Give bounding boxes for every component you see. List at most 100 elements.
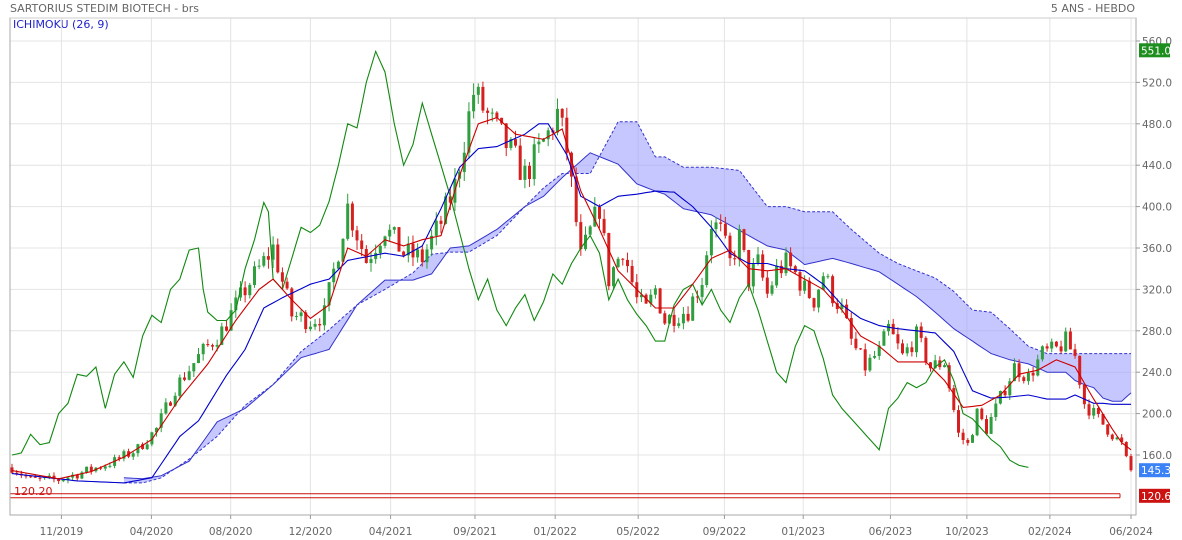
candle-body xyxy=(719,222,723,224)
candle-body xyxy=(117,457,121,459)
candle-body xyxy=(966,440,970,443)
candle-body xyxy=(929,362,932,369)
candle-body xyxy=(164,402,168,414)
x-tick-label: 10/2023 xyxy=(945,526,989,538)
candle-body xyxy=(933,360,937,369)
candle-body xyxy=(66,477,70,480)
candle-body xyxy=(369,259,373,263)
candle-body xyxy=(695,296,699,298)
candle-body xyxy=(239,287,242,298)
candle-body xyxy=(896,334,900,344)
candle-body xyxy=(33,476,37,478)
candle-body xyxy=(481,86,485,111)
candle-body xyxy=(392,227,396,230)
candle-body xyxy=(322,305,326,326)
candle-body xyxy=(341,238,345,262)
price-tag-label: 120.6 xyxy=(1141,491,1171,503)
candle-body xyxy=(532,144,536,180)
candle-body xyxy=(1101,414,1105,425)
candle-body xyxy=(807,280,811,298)
candle-body xyxy=(253,266,256,285)
candle-body xyxy=(509,139,513,148)
candle-body xyxy=(486,110,490,113)
candle-body xyxy=(374,253,378,260)
chikou-span-line xyxy=(11,49,1029,468)
candle-body xyxy=(1068,331,1072,350)
y-tick-label: 320.0 xyxy=(1142,284,1172,296)
candle-body xyxy=(257,265,261,267)
candle-body xyxy=(546,130,550,140)
candle-body xyxy=(346,203,350,239)
candle-body xyxy=(761,254,765,278)
candle-body xyxy=(332,268,336,283)
candle-body xyxy=(737,229,741,260)
candle-body xyxy=(197,354,200,363)
candle-body xyxy=(957,410,960,433)
y-tick-label: 240.0 xyxy=(1142,367,1172,379)
candle-body xyxy=(1096,408,1100,414)
candle-body xyxy=(681,313,685,324)
candle-body xyxy=(1064,331,1068,352)
candle-body xyxy=(649,294,653,304)
candle-body xyxy=(108,465,112,467)
candle-body xyxy=(882,331,886,346)
timeframe-label[interactable]: 5 ANS - HEBDO xyxy=(1050,2,1135,15)
x-tick-label: 09/2022 xyxy=(703,526,747,538)
candle-body xyxy=(672,314,676,326)
candle-body xyxy=(1124,442,1128,457)
candle-body xyxy=(85,466,89,473)
candle-body xyxy=(733,258,737,260)
candle-body xyxy=(1003,391,1007,396)
candle-body xyxy=(952,388,956,410)
candle-body xyxy=(350,203,354,231)
candle-body xyxy=(723,223,727,236)
candle-body xyxy=(653,288,657,295)
y-tick-label: 280.0 xyxy=(1142,326,1172,338)
candle-body xyxy=(658,288,662,314)
candle-body xyxy=(700,285,704,297)
candle-body xyxy=(919,326,923,338)
candle-body xyxy=(639,294,643,298)
candle-body xyxy=(187,371,191,380)
indicator-label[interactable]: ICHIMOKU (26, 9) xyxy=(13,18,109,31)
candle-body xyxy=(835,303,839,309)
candle-body xyxy=(528,165,531,179)
candle-body xyxy=(537,141,541,145)
candle-body xyxy=(420,249,424,263)
candle-body xyxy=(215,344,219,347)
candle-body xyxy=(873,356,877,358)
candle-body xyxy=(89,466,93,472)
y-tick-label: 200.0 xyxy=(1142,409,1172,421)
candle-body xyxy=(402,251,406,256)
candle-body xyxy=(1082,384,1086,405)
candle-body xyxy=(863,349,867,371)
candle-body xyxy=(859,348,863,350)
candle-body xyxy=(1115,437,1119,440)
x-tick-label: 08/2020 xyxy=(209,526,253,538)
x-tick-label: 01/2022 xyxy=(533,526,577,538)
candle-body xyxy=(756,254,760,264)
candle-body xyxy=(1045,346,1049,349)
candle-body xyxy=(183,377,186,380)
candle-body xyxy=(1059,346,1063,352)
candle-body xyxy=(285,281,289,289)
price-tag-box xyxy=(1139,488,1170,503)
candle-body xyxy=(514,139,517,146)
candle-body xyxy=(915,326,918,353)
candle-body xyxy=(770,285,774,294)
candle-body xyxy=(266,256,270,260)
candle-body xyxy=(831,276,835,304)
candle-body xyxy=(24,475,28,477)
candle-body xyxy=(784,252,788,274)
candle-body xyxy=(989,417,993,434)
x-tick-label: 12/2020 xyxy=(289,526,333,538)
candle-body xyxy=(1078,355,1082,385)
candle-body xyxy=(621,258,625,260)
candle-body xyxy=(910,347,914,353)
candle-body xyxy=(1106,424,1110,435)
candle-body xyxy=(574,176,578,223)
candle-body xyxy=(467,111,471,153)
candle-body xyxy=(877,345,881,356)
candle-body xyxy=(448,196,452,203)
